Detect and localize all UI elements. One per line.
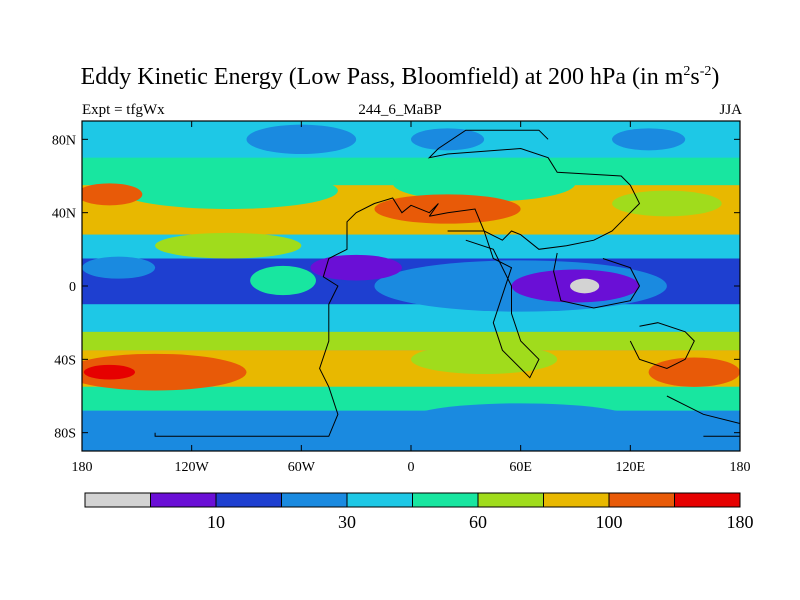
field-blob	[246, 124, 357, 154]
colorbar-label: 100	[596, 512, 623, 532]
colorbar-swatch	[346, 492, 413, 508]
coastline	[447, 230, 540, 379]
field-blob	[82, 256, 156, 279]
colorbar-swatch	[215, 492, 282, 508]
field-blob	[411, 344, 558, 375]
coastline	[629, 322, 695, 370]
field-band	[82, 331, 740, 351]
field-blob	[648, 357, 740, 387]
colorbar: 10 30 60 100 180	[84, 492, 754, 532]
y-tick-label: 80S	[54, 427, 76, 442]
field-blob	[118, 172, 338, 210]
field-layer	[82, 121, 740, 451]
field-blob	[310, 254, 402, 281]
field-blob	[250, 265, 316, 296]
colorbar-swatch	[412, 492, 479, 508]
field-blob	[570, 278, 600, 294]
field-blob	[411, 403, 631, 433]
x-tick-label: 60E	[509, 460, 532, 475]
x-tick-label: 180	[72, 460, 93, 475]
colorbar-label: 180	[727, 512, 754, 532]
x-axis: 180 120W 60W 0 60E 120E 180	[72, 121, 751, 475]
coastline	[154, 197, 439, 437]
colorbar-swatch	[281, 492, 348, 508]
field-band	[82, 410, 740, 451]
field-blob	[612, 128, 686, 151]
field-blob	[612, 190, 722, 217]
field-band	[82, 386, 740, 411]
field-blob	[82, 353, 247, 391]
x-tick-label: 120E	[616, 460, 646, 475]
colorbar-swatch	[477, 492, 544, 508]
y-tick-label: 40S	[54, 353, 76, 368]
y-axis: 80N 40N 0 40S 80S	[52, 133, 740, 442]
field-blob	[392, 165, 576, 202]
coastline	[666, 395, 740, 437]
experiment-label: Expt = tfgWx	[82, 102, 165, 118]
y-tick-label: 0	[69, 280, 76, 295]
coastline-layer	[154, 129, 740, 437]
case-label: 244_6_MaBP	[358, 102, 442, 118]
x-tick-label: 120W	[175, 460, 210, 475]
coastline	[427, 129, 641, 250]
field-blob	[83, 364, 136, 380]
x-tick-label: 60W	[288, 460, 316, 475]
y-tick-label: 40N	[52, 207, 76, 222]
y-tick-label: 80N	[52, 133, 76, 148]
colorbar-swatch	[150, 492, 217, 508]
colorbar-swatch	[84, 492, 151, 508]
colorbar-swatch	[543, 492, 610, 508]
field-band	[82, 304, 740, 332]
colorbar-label: 30	[338, 512, 356, 532]
field-blob	[155, 232, 302, 259]
field-blob	[82, 183, 143, 206]
colorbar-label: 10	[207, 512, 225, 532]
field-blob	[374, 194, 521, 224]
colorbar-swatch	[608, 492, 675, 508]
x-tick-label: 180	[730, 460, 751, 475]
colorbar-swatch	[674, 492, 741, 508]
x-tick-label: 0	[408, 460, 415, 475]
coastline	[553, 252, 641, 309]
field-blob	[411, 128, 485, 151]
colorbar-label: 60	[469, 512, 487, 532]
season-label: JJA	[719, 102, 742, 118]
chart-title: Eddy Kinetic Energy (Low Pass, Bloomfiel…	[80, 64, 720, 90]
